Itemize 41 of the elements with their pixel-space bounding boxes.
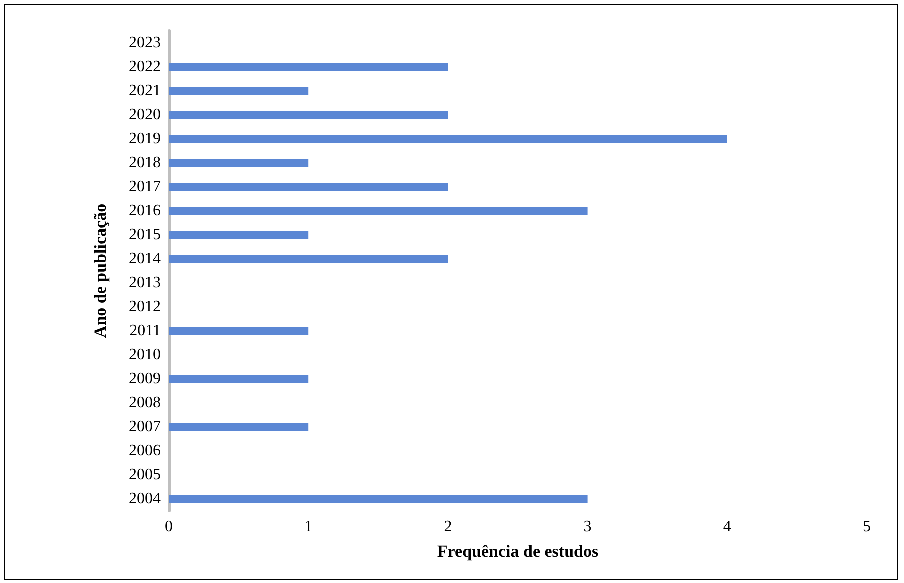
y-tick-label: 2005 xyxy=(129,466,161,484)
y-tick-label: 2009 xyxy=(129,370,161,388)
bar xyxy=(169,423,309,431)
x-tick-label: 5 xyxy=(863,518,871,536)
y-tick-label: 2023 xyxy=(129,34,161,52)
y-tick-label: 2018 xyxy=(129,154,161,172)
y-tick-label: 2014 xyxy=(129,250,161,268)
bar xyxy=(169,327,309,335)
y-tick-label: 2007 xyxy=(129,418,161,436)
y-tick-label: 2019 xyxy=(129,130,161,148)
bar xyxy=(169,375,309,383)
x-tick-label: 2 xyxy=(444,518,452,536)
y-tick-label: 2006 xyxy=(129,442,161,460)
y-tick-label: 2016 xyxy=(129,202,161,220)
bar xyxy=(169,231,309,239)
bar xyxy=(169,207,588,215)
y-tick-label: 2015 xyxy=(129,226,161,244)
bar xyxy=(169,111,448,119)
x-tick-label: 4 xyxy=(723,518,732,536)
y-axis-title: Ano de publicação xyxy=(91,204,110,338)
y-tick-label: 2013 xyxy=(129,274,161,292)
bar xyxy=(169,63,448,71)
bar xyxy=(169,495,588,503)
bar xyxy=(169,183,448,191)
x-axis-title: Frequência de estudos xyxy=(437,542,599,561)
y-tick-label: 2008 xyxy=(129,394,161,412)
x-tick-label: 0 xyxy=(165,518,173,536)
bar xyxy=(169,159,309,167)
y-tick-label: 2012 xyxy=(129,298,161,316)
x-tick-label: 3 xyxy=(584,518,592,536)
y-tick-label: 2017 xyxy=(129,178,161,196)
bar xyxy=(169,135,728,143)
bar xyxy=(169,255,448,263)
y-tick-label: 2010 xyxy=(129,346,161,364)
y-tick-label: 2004 xyxy=(129,490,161,508)
y-tick-label: 2011 xyxy=(130,322,161,340)
y-tick-label: 2022 xyxy=(129,58,161,76)
x-tick-label: 1 xyxy=(304,518,313,536)
y-tick-label: 2020 xyxy=(129,106,161,124)
y-tick-label: 2021 xyxy=(129,82,161,100)
bar xyxy=(169,87,309,95)
